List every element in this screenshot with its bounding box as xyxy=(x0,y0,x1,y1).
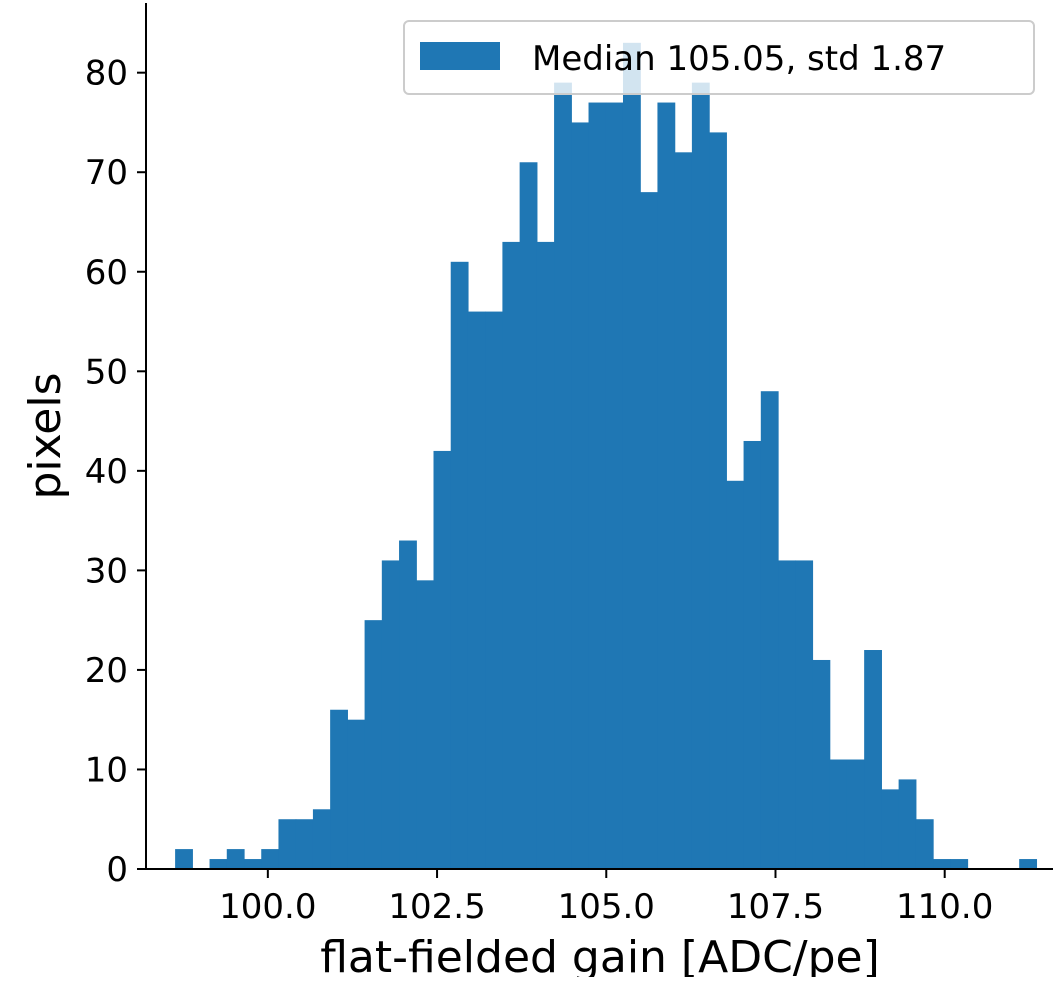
histogram-bars xyxy=(175,42,1038,870)
x-axis-ticks: 100.0 102.5 105.0 107.5 110.0 xyxy=(219,869,993,927)
histogram-bar xyxy=(278,819,297,869)
histogram-bar xyxy=(674,152,693,869)
y-tick-label: 10 xyxy=(85,750,128,790)
x-axis-title: flat-fielded gain [ADC/pe] xyxy=(320,932,880,977)
histogram-bar xyxy=(295,819,314,869)
histogram-bar xyxy=(467,311,486,869)
axes xyxy=(145,3,1053,870)
x-tick-label: 107.5 xyxy=(727,887,824,927)
histogram-bar xyxy=(209,859,228,869)
histogram-bar xyxy=(881,789,900,869)
histogram-bar xyxy=(261,849,280,869)
x-tick-label: 100.0 xyxy=(219,887,316,927)
histogram-bar xyxy=(657,102,676,870)
legend-label: Median 105.05, std 1.87 xyxy=(532,39,946,79)
histogram-bar xyxy=(709,132,727,869)
histogram-bar xyxy=(640,192,659,869)
histogram-bar xyxy=(622,42,641,869)
histogram-bar xyxy=(347,719,366,869)
histogram-bar xyxy=(950,859,969,869)
y-tick-label: 80 xyxy=(85,54,128,94)
histogram-bar xyxy=(812,659,831,869)
y-tick-label: 0 xyxy=(106,850,128,890)
x-tick-label: 102.5 xyxy=(388,887,485,927)
y-axis-title: pixels xyxy=(20,372,71,499)
histogram-bar xyxy=(502,241,521,869)
histogram-bar xyxy=(554,82,572,869)
legend: Median 105.05, std 1.87 xyxy=(403,20,1035,95)
histogram-bar xyxy=(244,859,262,869)
histogram-bar xyxy=(743,440,762,869)
histogram-bar xyxy=(450,261,469,869)
histogram-bar xyxy=(864,650,882,869)
y-tick-label: 50 xyxy=(85,352,128,392)
x-tick-label: 105.0 xyxy=(558,887,655,927)
histogram-bar xyxy=(588,102,607,870)
histogram-bar xyxy=(829,759,848,869)
histogram-bar xyxy=(778,560,796,869)
histogram-bar xyxy=(330,709,348,869)
histogram-bar xyxy=(760,391,779,869)
histogram-bar xyxy=(399,540,417,869)
histogram-bar xyxy=(536,241,555,869)
y-tick-label: 40 xyxy=(85,452,128,492)
histogram-bar xyxy=(1019,859,1038,869)
histogram-bar xyxy=(519,162,538,869)
histogram-bar xyxy=(381,560,400,869)
legend-frame xyxy=(403,20,1035,95)
y-tick-label: 60 xyxy=(85,253,128,293)
histogram-bar xyxy=(416,580,435,869)
histogram-bar xyxy=(312,809,331,869)
histogram-bar xyxy=(898,779,917,869)
histogram-bar xyxy=(605,102,624,870)
histogram-bar xyxy=(571,122,590,869)
y-tick-label: 30 xyxy=(85,551,128,591)
histogram-bar xyxy=(726,480,745,869)
x-tick-label: 110.0 xyxy=(896,887,993,927)
y-axis-ticks: 0 10 20 30 40 50 60 70 80 xyxy=(85,54,146,890)
histogram-bar xyxy=(485,311,504,869)
y-tick-label: 20 xyxy=(85,651,128,691)
y-tick-label: 70 xyxy=(85,153,128,193)
legend-swatch xyxy=(420,42,500,70)
histogram-bar xyxy=(915,819,934,869)
histogram-bar xyxy=(691,82,710,869)
histogram-bar xyxy=(846,759,865,869)
histogram-bar xyxy=(433,450,452,869)
histogram-bar xyxy=(226,849,245,869)
histogram-bar xyxy=(933,859,951,869)
histogram-bar xyxy=(795,560,814,869)
histogram-bar xyxy=(175,849,193,869)
histogram-bar xyxy=(364,620,383,869)
